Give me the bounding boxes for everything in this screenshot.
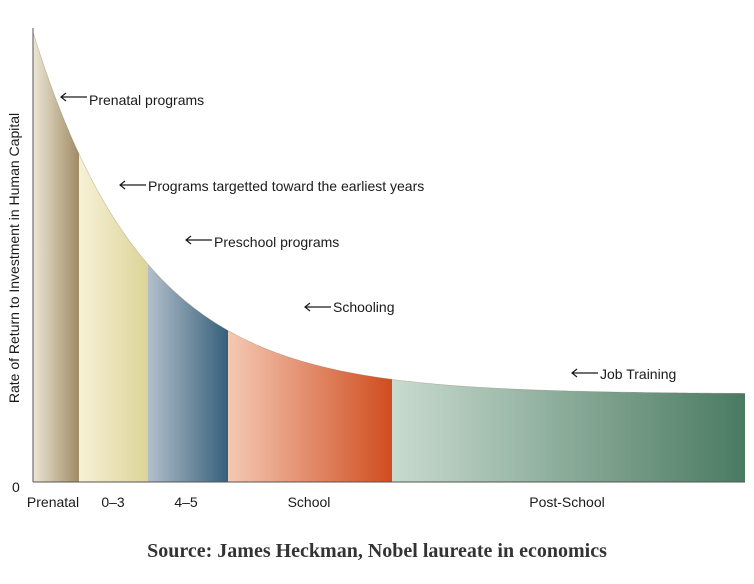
- segment-0-3: [79, 153, 148, 482]
- y-axis-label: Rate of Return to Investment in Human Ca…: [6, 113, 22, 403]
- chart-segments: [33, 32, 745, 482]
- return-curve: [32, 31, 745, 394]
- annotation-arrow: [185, 235, 212, 245]
- segment-post-school: [392, 379, 745, 482]
- annotation-label: Schooling: [333, 299, 395, 315]
- annotation-label: Programs targetted toward the earliest y…: [148, 178, 424, 194]
- x-tick-label: Post-School: [529, 494, 604, 510]
- annotation-arrow: [571, 368, 598, 378]
- annotation-label: Prenatal programs: [89, 92, 204, 108]
- annotation-arrow: [119, 180, 146, 190]
- annotation-arrow: [304, 302, 331, 312]
- x-tick-label: School: [288, 494, 331, 510]
- y-origin-label: 0: [12, 479, 20, 495]
- annotation-arrow: [60, 92, 87, 102]
- x-tick-label: 0–3: [101, 494, 125, 510]
- annotations: Prenatal programs Programs targetted towa…: [60, 92, 676, 382]
- annotation-label: Job Training: [600, 366, 676, 382]
- segment-4-5: [148, 264, 228, 482]
- x-tick-label: Prenatal: [27, 494, 79, 510]
- segment-prenatal: [33, 32, 79, 482]
- x-tick-label: 4–5: [174, 494, 198, 510]
- source-caption: Source: James Heckman, Nobel laureate in…: [147, 540, 607, 562]
- segment-school: [228, 330, 392, 482]
- chart: 0 Rate of Return to Investment in Human …: [6, 28, 745, 510]
- x-tick-labels: Prenatal 0–3 4–5 School Post-School: [27, 494, 605, 510]
- annotation-label: Preschool programs: [214, 234, 339, 250]
